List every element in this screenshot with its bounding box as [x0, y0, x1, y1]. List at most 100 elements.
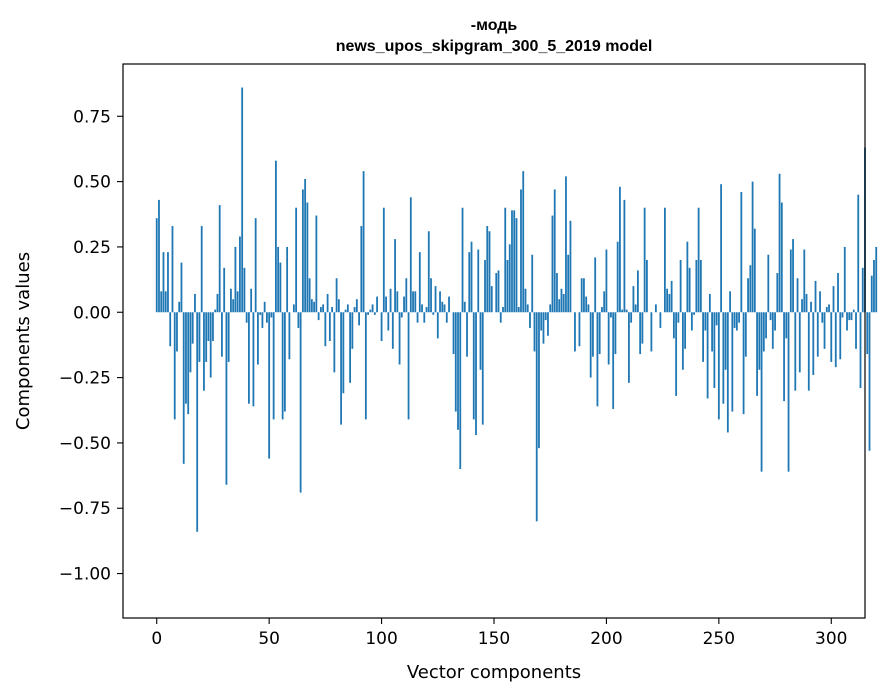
bar [495, 273, 498, 313]
bar [180, 262, 183, 313]
bar [315, 215, 318, 313]
chart-title-line1: -модь [471, 17, 518, 34]
bar [796, 278, 799, 313]
bar [672, 312, 675, 339]
bar [535, 312, 538, 522]
bar [421, 304, 423, 313]
bar [789, 249, 792, 313]
bar [794, 312, 797, 391]
bar [169, 312, 172, 347]
bar [533, 312, 536, 352]
bar [738, 312, 740, 323]
bar [198, 312, 201, 362]
y-tick-label: 0.75 [73, 107, 111, 127]
bar [547, 312, 549, 336]
bar [612, 312, 615, 409]
bar [355, 299, 358, 313]
bar [875, 246, 878, 313]
bar [257, 312, 259, 365]
bar [641, 312, 644, 344]
bar [423, 312, 426, 323]
bar [223, 267, 226, 313]
bar [371, 304, 374, 313]
bar [405, 278, 408, 313]
bar [360, 226, 363, 313]
bar [475, 312, 477, 436]
bar [248, 312, 250, 404]
bar [239, 236, 241, 313]
bar [873, 259, 875, 313]
bar [812, 312, 815, 375]
bar [299, 312, 302, 493]
bar [760, 312, 763, 472]
bar [346, 304, 349, 313]
bar [227, 312, 230, 362]
bar [825, 307, 828, 313]
bar [466, 312, 468, 357]
bar [852, 309, 855, 313]
bar [866, 312, 869, 355]
bar [650, 312, 653, 352]
bar [295, 207, 298, 313]
bar [787, 312, 790, 472]
bar [207, 312, 210, 341]
bar [203, 312, 205, 391]
bar [733, 312, 736, 328]
bar [679, 259, 682, 313]
bar [340, 312, 342, 425]
bar [726, 312, 729, 433]
bar [317, 312, 320, 321]
bar [762, 312, 765, 352]
bar [684, 312, 687, 349]
bar [567, 254, 570, 313]
bar [263, 301, 266, 313]
bar [607, 312, 610, 365]
bar [288, 312, 291, 360]
bar [326, 293, 329, 313]
x-axis-label: Vector components [407, 662, 581, 683]
x-tick-label: 100 [365, 629, 397, 649]
bar [400, 312, 403, 318]
bar [654, 304, 657, 313]
bar [583, 278, 585, 313]
bar [807, 312, 810, 391]
x-tick-label: 300 [815, 629, 847, 649]
bar [778, 173, 781, 313]
bar [675, 312, 678, 396]
bar [735, 312, 738, 331]
bar [805, 293, 808, 313]
bar [373, 312, 376, 315]
bar [200, 226, 203, 313]
bar [218, 205, 221, 313]
bar [272, 312, 275, 420]
bar [711, 312, 713, 352]
bar [695, 259, 698, 313]
y-tick-label: −0.75 [59, 499, 111, 519]
bar [587, 304, 590, 313]
bar [731, 312, 734, 412]
bar [749, 265, 752, 313]
bar [241, 87, 244, 313]
bar [313, 301, 316, 313]
bar [277, 246, 280, 313]
bar [443, 304, 446, 313]
bar [774, 312, 776, 331]
bar [158, 199, 160, 313]
x-tick-label: 150 [478, 629, 510, 649]
bar [434, 286, 437, 313]
bar [747, 278, 749, 313]
y-tick-label: −0.50 [59, 434, 111, 454]
bar [715, 312, 718, 326]
y-tick-label: −0.25 [59, 369, 111, 389]
bar [724, 312, 727, 370]
bar [396, 291, 399, 313]
bar [578, 312, 581, 347]
bar [252, 312, 255, 407]
bar [232, 299, 235, 313]
bar [212, 312, 214, 341]
bar [275, 160, 277, 313]
bar [708, 293, 711, 313]
bar [322, 304, 325, 313]
bar [364, 312, 367, 420]
bar [486, 226, 489, 313]
